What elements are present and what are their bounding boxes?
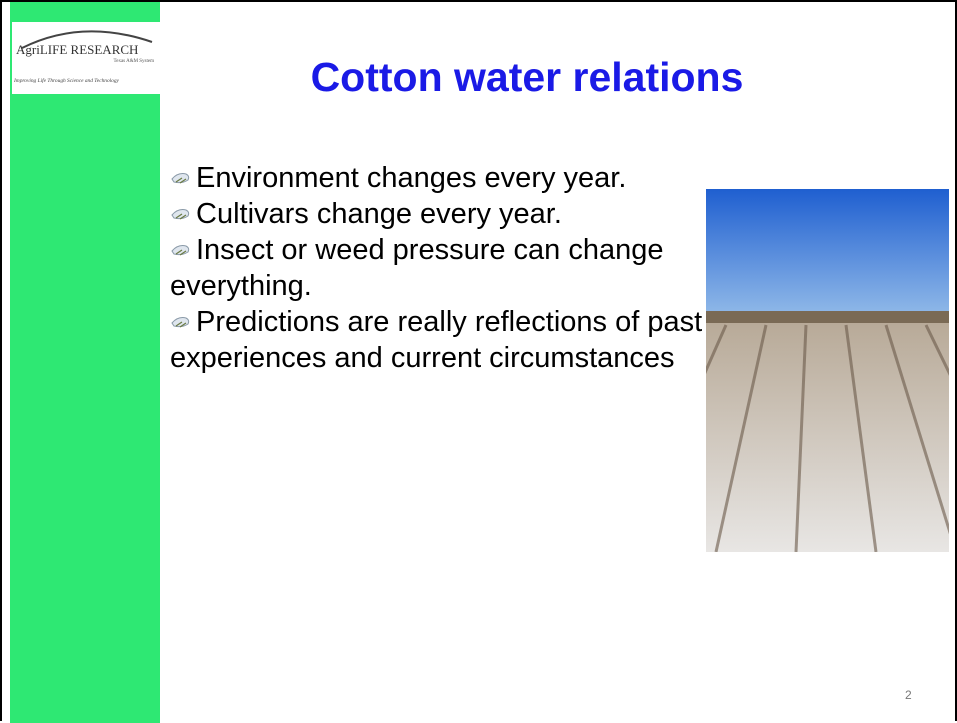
cotton-field-photo [706, 189, 949, 552]
sidebar [10, 2, 160, 723]
bullet-icon [171, 245, 190, 256]
bullet: Cultivars change every year. [170, 196, 705, 232]
bullet-text: Cultivars change every year. [196, 198, 562, 230]
bullet: Environment changes every year. [170, 160, 705, 196]
bullet-icon [171, 317, 190, 328]
logo: AgriLIFE RESEARCH Texas A&M System Impro… [12, 22, 160, 94]
bullet-list: Environment changes every year. Cultivars… [170, 160, 705, 376]
logo-arc [21, 30, 153, 49]
bullet: Predictions are really reflections of pa… [170, 304, 705, 376]
bullet: Insect or weed pressure can change every… [170, 232, 705, 304]
slide-title: Cotton water relations [310, 54, 744, 100]
bullet-text: Environment changes every year. [196, 162, 627, 194]
page-number: 2 [905, 688, 912, 702]
bullet-text: Insect or weed pressure can change every… [170, 234, 664, 302]
logo-name: AgriLIFE RESEARCH [16, 42, 139, 57]
bullet-icon [171, 173, 190, 184]
logo-tagline: Improving Life Through Science and Techn… [14, 78, 119, 84]
logo-system: Texas A&M System [113, 59, 154, 64]
bullet-text: Predictions are really reflections of pa… [170, 306, 703, 374]
bullet-icon [171, 209, 190, 220]
